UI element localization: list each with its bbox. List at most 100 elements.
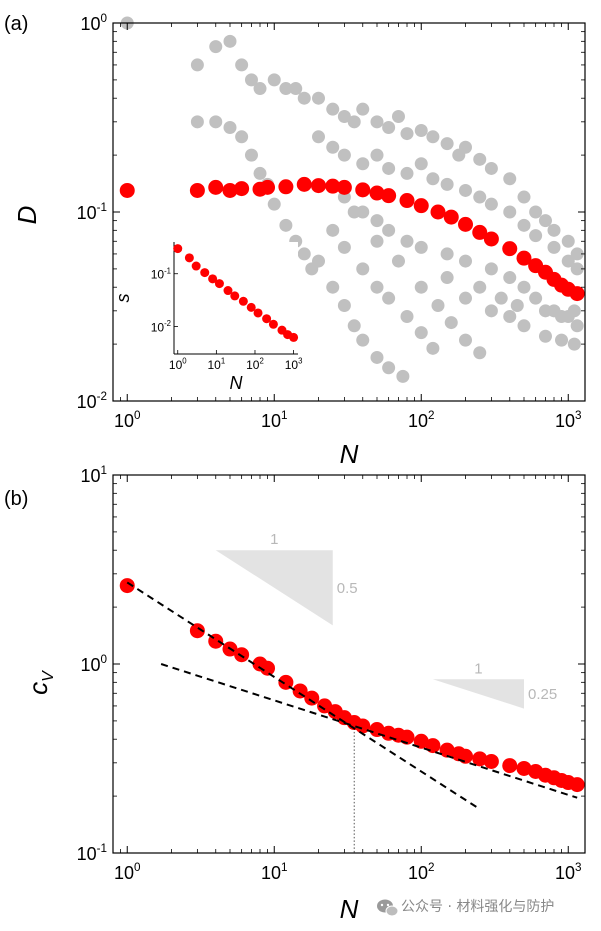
gray-point	[561, 234, 575, 248]
gray-point	[337, 299, 351, 313]
gray-point	[431, 299, 445, 313]
gray-point	[190, 58, 204, 72]
x-tick-label: 100	[114, 861, 141, 883]
gray-point	[529, 229, 543, 243]
gray-point	[414, 123, 428, 137]
gray-point	[223, 34, 237, 48]
inset-point	[289, 332, 299, 342]
gray-point	[517, 218, 531, 232]
gray-point	[517, 190, 531, 204]
gray-point	[459, 254, 473, 268]
inset-point	[173, 244, 183, 254]
gray-point	[414, 240, 428, 254]
cv-point	[355, 718, 371, 734]
gray-point	[503, 205, 517, 219]
y-tick-label: 10-1	[77, 201, 107, 223]
inset-point	[238, 296, 248, 306]
gray-point	[391, 110, 405, 124]
gray-point	[440, 271, 454, 285]
gray-point	[529, 205, 543, 219]
red-point	[234, 181, 250, 197]
gray-point	[356, 262, 370, 276]
gray-point	[517, 280, 531, 294]
gray-point	[414, 326, 428, 340]
gray-point	[538, 329, 552, 343]
red-point	[569, 286, 585, 302]
gray-point	[267, 197, 281, 211]
gray-point	[370, 350, 384, 364]
inset-x-tick-label: 103	[285, 357, 303, 372]
gray-point	[370, 280, 384, 294]
inset-x-tick-label: 101	[208, 357, 226, 372]
gray-point	[382, 361, 396, 375]
gray-point	[529, 291, 543, 305]
gray-point	[253, 166, 267, 180]
gray-point	[223, 120, 237, 134]
gray-point	[235, 58, 249, 72]
gray-point	[459, 183, 473, 197]
inset-point	[262, 314, 272, 324]
gray-point	[555, 309, 569, 323]
slope-triangle	[215, 550, 333, 626]
gray-point	[473, 280, 487, 294]
red-point	[458, 216, 474, 232]
gray-point	[567, 304, 581, 318]
gray-point	[337, 110, 351, 124]
slope-rise-label: 0.5	[337, 580, 358, 597]
gray-point	[289, 82, 303, 96]
x-tick-label: 102	[408, 861, 435, 883]
gray-point	[382, 120, 396, 134]
gray-point	[244, 148, 258, 162]
wechat-icon	[377, 899, 399, 917]
gray-point	[400, 127, 414, 141]
gray-point	[567, 337, 581, 351]
gray-point	[400, 166, 414, 180]
red-point	[472, 224, 488, 240]
cv-point	[483, 753, 499, 769]
panel-b-ticks: 100 101 102 103 10-1 100 101	[77, 464, 585, 883]
red-point	[381, 188, 397, 204]
gray-point	[440, 137, 454, 151]
gray-point	[440, 247, 454, 261]
gray-point	[547, 240, 561, 254]
fit-line	[160, 663, 578, 799]
inset-ticks: 100 101 102 103 10-2 10-1	[151, 266, 303, 372]
gray-point	[279, 82, 293, 96]
gray-point	[510, 299, 524, 313]
gray-point	[459, 140, 473, 154]
gray-point	[356, 102, 370, 116]
panel-a-ylabel: D	[12, 206, 42, 225]
gray-point	[209, 115, 223, 129]
cv-point	[292, 683, 308, 699]
gray-point	[503, 172, 517, 186]
gray-point	[503, 271, 517, 285]
red-point	[208, 179, 224, 195]
cv-point	[502, 758, 518, 774]
gray-point	[440, 177, 454, 191]
cv-point	[304, 690, 320, 706]
gray-point	[279, 218, 293, 232]
gray-point	[190, 115, 204, 129]
gray-point	[253, 82, 267, 96]
gray-point	[382, 291, 396, 305]
slope-triangles: 1 0.5 1 0.25	[215, 531, 557, 709]
gray-point	[356, 205, 370, 219]
gray-point	[356, 157, 370, 171]
gray-point	[538, 214, 552, 228]
gray-point	[370, 234, 384, 248]
inset-point	[246, 302, 256, 312]
gray-point	[370, 148, 384, 162]
cv-point	[516, 760, 532, 776]
panel-b-xlabel: N	[340, 894, 359, 924]
cv-point	[458, 748, 474, 764]
cv-point	[472, 751, 488, 767]
gray-point	[382, 161, 396, 175]
cv-point	[260, 660, 276, 676]
inset-point	[253, 308, 263, 318]
inset-point	[268, 319, 278, 329]
cv-point	[439, 742, 455, 758]
gray-point	[311, 254, 325, 268]
x-tick-label: 100	[114, 409, 141, 431]
gray-point	[426, 130, 440, 144]
